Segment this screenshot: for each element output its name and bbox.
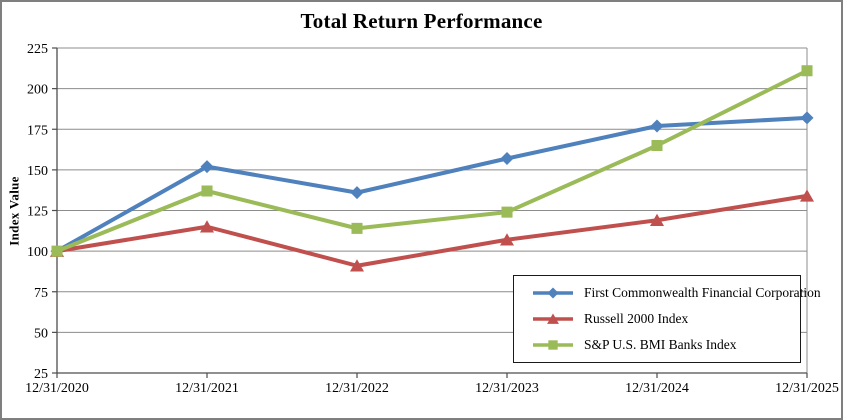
x-tick-label: 12/31/2020 — [25, 381, 89, 396]
series-line — [55, 115, 809, 254]
diamond-marker — [500, 152, 514, 165]
diamond-marker — [350, 186, 364, 200]
triangle-marker — [649, 213, 665, 226]
square-marker — [351, 222, 363, 234]
square-marker — [651, 139, 663, 152]
legend-item: Russell 2000 Index — [531, 311, 796, 327]
chart-title: Total Return Performance — [300, 9, 543, 33]
legend-item: S&P U.S. BMI Banks Index — [531, 337, 796, 353]
y-axis-title-strip: Index Value — [2, 48, 28, 373]
square-marker — [201, 185, 213, 197]
y-tick-label: 100 — [27, 245, 48, 260]
series-line — [55, 193, 809, 268]
legend-label: Russell 2000 Index — [584, 311, 689, 326]
y-tick-label: 75 — [34, 286, 48, 301]
triangle-marker — [799, 189, 815, 202]
x-tick-label: 12/31/2021 — [175, 381, 239, 396]
y-tick-label: 50 — [34, 326, 48, 341]
series-diamond — [50, 111, 814, 258]
x-tick-label: 12/31/2024 — [625, 381, 689, 396]
y-tick-label: 225 — [27, 42, 48, 57]
legend-label: S&P U.S. BMI Banks Index — [584, 337, 737, 352]
diamond-marker — [650, 119, 664, 133]
x-tick-label: 12/31/2022 — [325, 381, 389, 396]
legend-square-swatch-icon — [533, 340, 573, 350]
square-marker — [51, 245, 63, 257]
legend-triangle-swatch-icon — [533, 313, 573, 324]
x-tick-label: 12/31/2023 — [475, 381, 539, 396]
series-square — [51, 65, 813, 257]
triangle-marker — [349, 259, 365, 272]
y-tick-label: 175 — [27, 123, 48, 138]
legend-item: First Commonwealth Financial Corporation — [531, 285, 821, 301]
series-triangle — [49, 189, 815, 272]
y-axis-title: Index Value — [7, 175, 23, 246]
y-tick-label: 200 — [27, 83, 48, 98]
triangle-marker — [199, 220, 215, 233]
square-marker — [801, 65, 813, 77]
y-tick-label: 125 — [27, 205, 48, 220]
y-tick-label: 25 — [34, 367, 48, 382]
diamond-marker — [200, 160, 214, 174]
triangle-marker — [499, 233, 515, 246]
series-line — [55, 68, 809, 254]
square-marker — [501, 206, 513, 218]
x-tick-label: 12/31/2025 — [775, 381, 839, 396]
legend: First Commonwealth Financial Corporation… — [513, 275, 821, 363]
y-tick-label: 150 — [27, 164, 48, 179]
legend-diamond-swatch-icon — [533, 287, 573, 299]
legend-label: First Commonwealth Financial Corporation — [584, 285, 821, 300]
diamond-marker — [800, 111, 814, 125]
